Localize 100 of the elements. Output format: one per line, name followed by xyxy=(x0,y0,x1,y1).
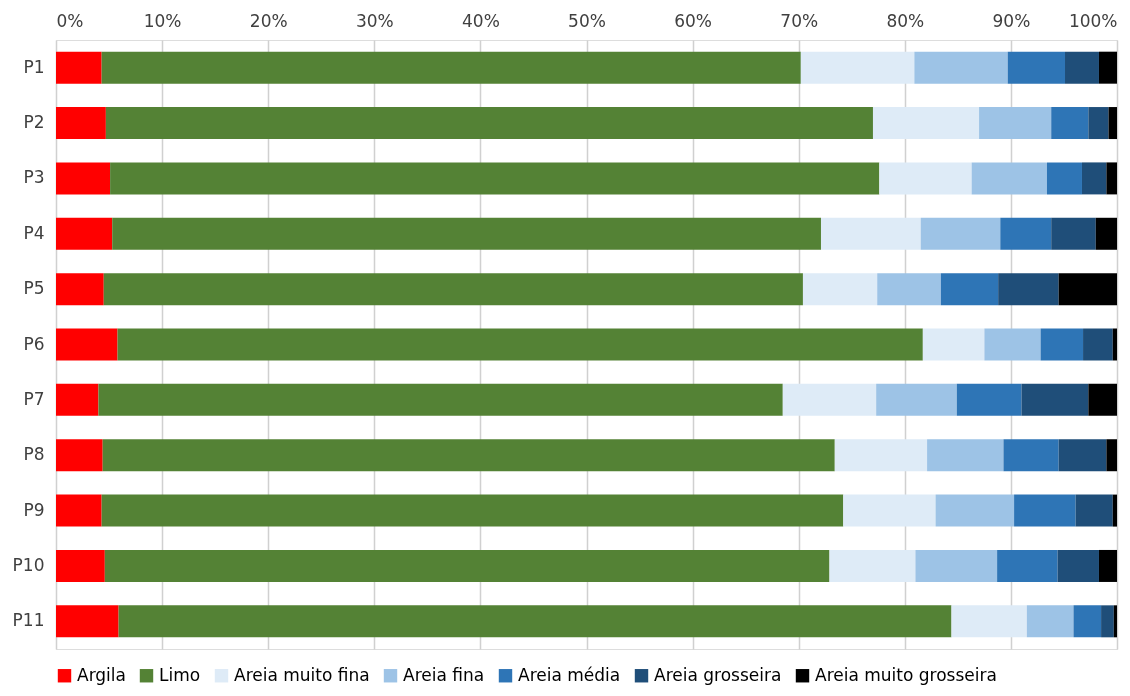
bar xyxy=(800,51,915,84)
bar xyxy=(782,383,877,416)
bar xyxy=(110,162,880,195)
bar xyxy=(56,605,119,638)
bar xyxy=(1057,549,1099,582)
bar xyxy=(102,439,835,472)
legend-label: Areia média xyxy=(518,664,621,685)
bar xyxy=(56,107,106,140)
legend-label: Areia muito fina xyxy=(234,664,370,685)
bar xyxy=(1113,605,1117,638)
x-tick-label: 10% xyxy=(143,10,182,31)
y-tick-label: P8 xyxy=(23,444,45,465)
bar xyxy=(922,328,985,361)
bar xyxy=(877,273,941,306)
bar xyxy=(56,328,118,361)
bar xyxy=(940,273,999,306)
y-tick-label: P6 xyxy=(23,333,45,354)
bar xyxy=(98,383,783,416)
y-tick-label: P4 xyxy=(23,222,45,243)
legend-label: Areia grosseira xyxy=(654,664,782,685)
x-tick-label: 40% xyxy=(462,10,500,31)
bar xyxy=(920,217,1001,250)
bar xyxy=(105,107,873,140)
legend-label: Limo xyxy=(159,664,201,685)
bar xyxy=(914,51,1008,84)
bar xyxy=(56,439,103,472)
x-tick-label: 70% xyxy=(780,10,819,31)
bar xyxy=(1026,605,1074,638)
bar xyxy=(1081,162,1107,195)
bar xyxy=(1014,494,1076,527)
bar xyxy=(820,217,921,250)
x-tick-label: 0% xyxy=(56,10,84,31)
bar xyxy=(1058,439,1107,472)
x-tick-label: 100% xyxy=(1068,10,1118,31)
bar xyxy=(56,217,113,250)
legend-label: Argila xyxy=(77,664,126,685)
y-tick-label: P10 xyxy=(12,554,45,575)
bar xyxy=(879,162,972,195)
bar xyxy=(971,162,1047,195)
bar xyxy=(118,605,952,638)
bar xyxy=(829,549,916,582)
y-tick-label: P11 xyxy=(12,610,45,631)
bar xyxy=(956,383,1022,416)
bar xyxy=(56,51,102,84)
bar xyxy=(876,383,957,416)
bar xyxy=(1075,494,1113,527)
bar xyxy=(1065,51,1099,84)
bar xyxy=(1046,162,1082,195)
bar xyxy=(1083,328,1113,361)
legend-label: Areia muito grosseira xyxy=(815,664,997,685)
bar xyxy=(1106,162,1117,195)
bar xyxy=(1112,494,1117,527)
bar xyxy=(802,273,878,306)
x-tick-label: 30% xyxy=(355,10,394,31)
x-tick-label: 60% xyxy=(674,10,712,31)
bar xyxy=(1058,273,1117,306)
bar xyxy=(1000,217,1052,250)
x-tick-label: 80% xyxy=(886,10,925,31)
bar xyxy=(56,549,105,582)
bar xyxy=(951,605,1027,638)
bar xyxy=(101,51,801,84)
bar xyxy=(1112,328,1117,361)
bar xyxy=(915,549,998,582)
x-tick-label: 50% xyxy=(568,10,606,31)
bar xyxy=(843,494,936,527)
bar xyxy=(1040,328,1084,361)
bar xyxy=(1098,51,1117,84)
bar xyxy=(872,107,980,140)
legend-label: Areia fina xyxy=(403,664,485,685)
bar xyxy=(117,328,923,361)
bar xyxy=(984,328,1041,361)
bar xyxy=(1106,439,1117,472)
bar xyxy=(56,273,104,306)
bar xyxy=(1021,383,1089,416)
bar xyxy=(1095,217,1117,250)
bar xyxy=(1003,439,1059,472)
bar xyxy=(979,107,1052,140)
bar xyxy=(1088,383,1117,416)
bar xyxy=(56,162,111,195)
bar xyxy=(927,439,1004,472)
y-tick-label: P9 xyxy=(23,499,45,520)
bar xyxy=(56,383,99,416)
bar xyxy=(997,549,1058,582)
bar xyxy=(104,549,830,582)
bar xyxy=(935,494,1015,527)
bar xyxy=(1007,51,1066,84)
bar xyxy=(112,217,821,250)
x-tick-label: 20% xyxy=(249,10,288,31)
y-tick-label: P5 xyxy=(23,278,45,299)
y-tick-label: P2 xyxy=(23,112,45,133)
bar xyxy=(56,494,102,527)
x-tick-label: 90% xyxy=(992,10,1031,31)
bar xyxy=(1108,107,1117,140)
bar xyxy=(1051,107,1089,140)
bar xyxy=(101,494,844,527)
bar xyxy=(1073,605,1102,638)
bar xyxy=(998,273,1059,306)
bar xyxy=(103,273,803,306)
bar xyxy=(1101,605,1114,638)
bar xyxy=(1051,217,1096,250)
